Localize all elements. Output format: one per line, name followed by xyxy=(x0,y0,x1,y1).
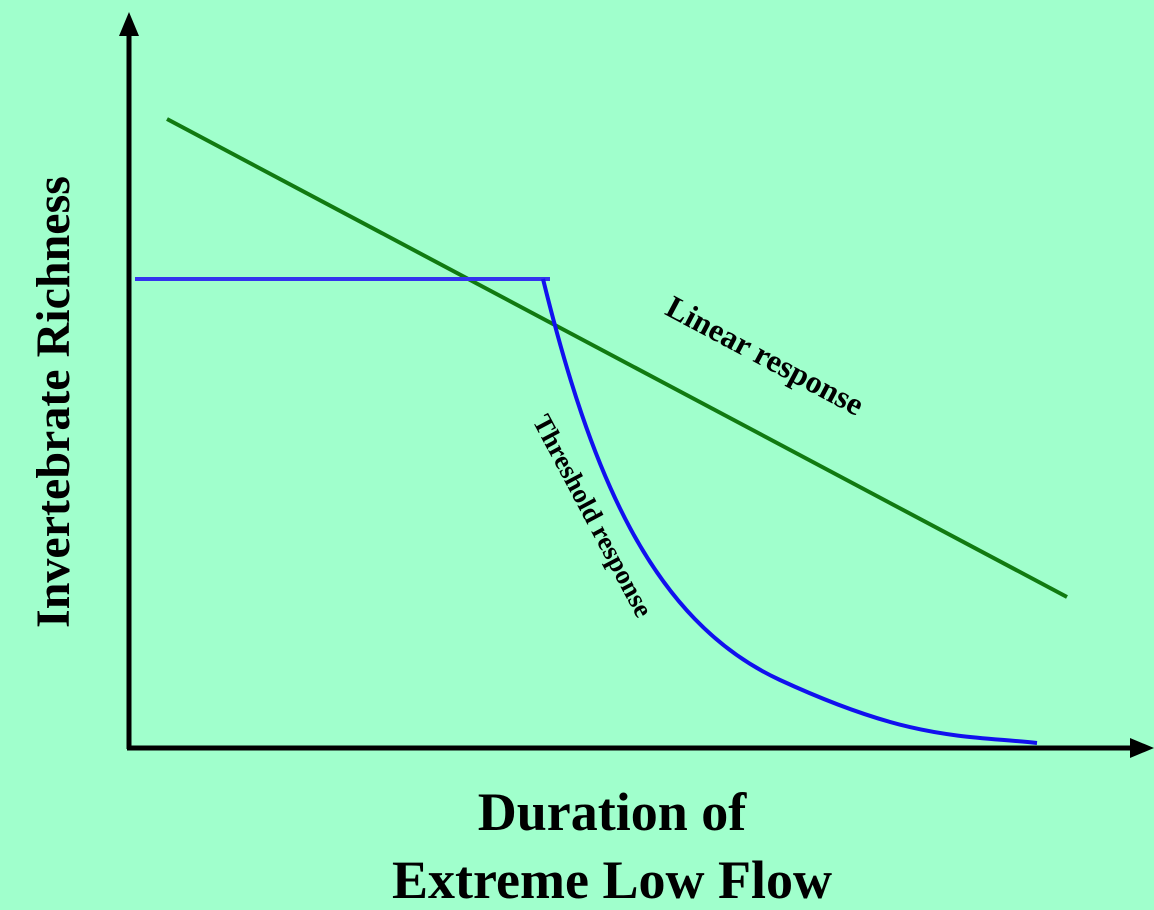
x-axis-arrow xyxy=(1130,738,1154,758)
x-axis-label: Extreme Low Flow xyxy=(392,850,832,910)
x-axis-label: Duration of xyxy=(478,782,748,842)
threshold-curve xyxy=(541,278,1038,745)
y-axis-label: Invertebrate Richness xyxy=(27,176,80,628)
y-axis-arrow xyxy=(119,12,139,36)
linear-line xyxy=(166,117,1068,599)
